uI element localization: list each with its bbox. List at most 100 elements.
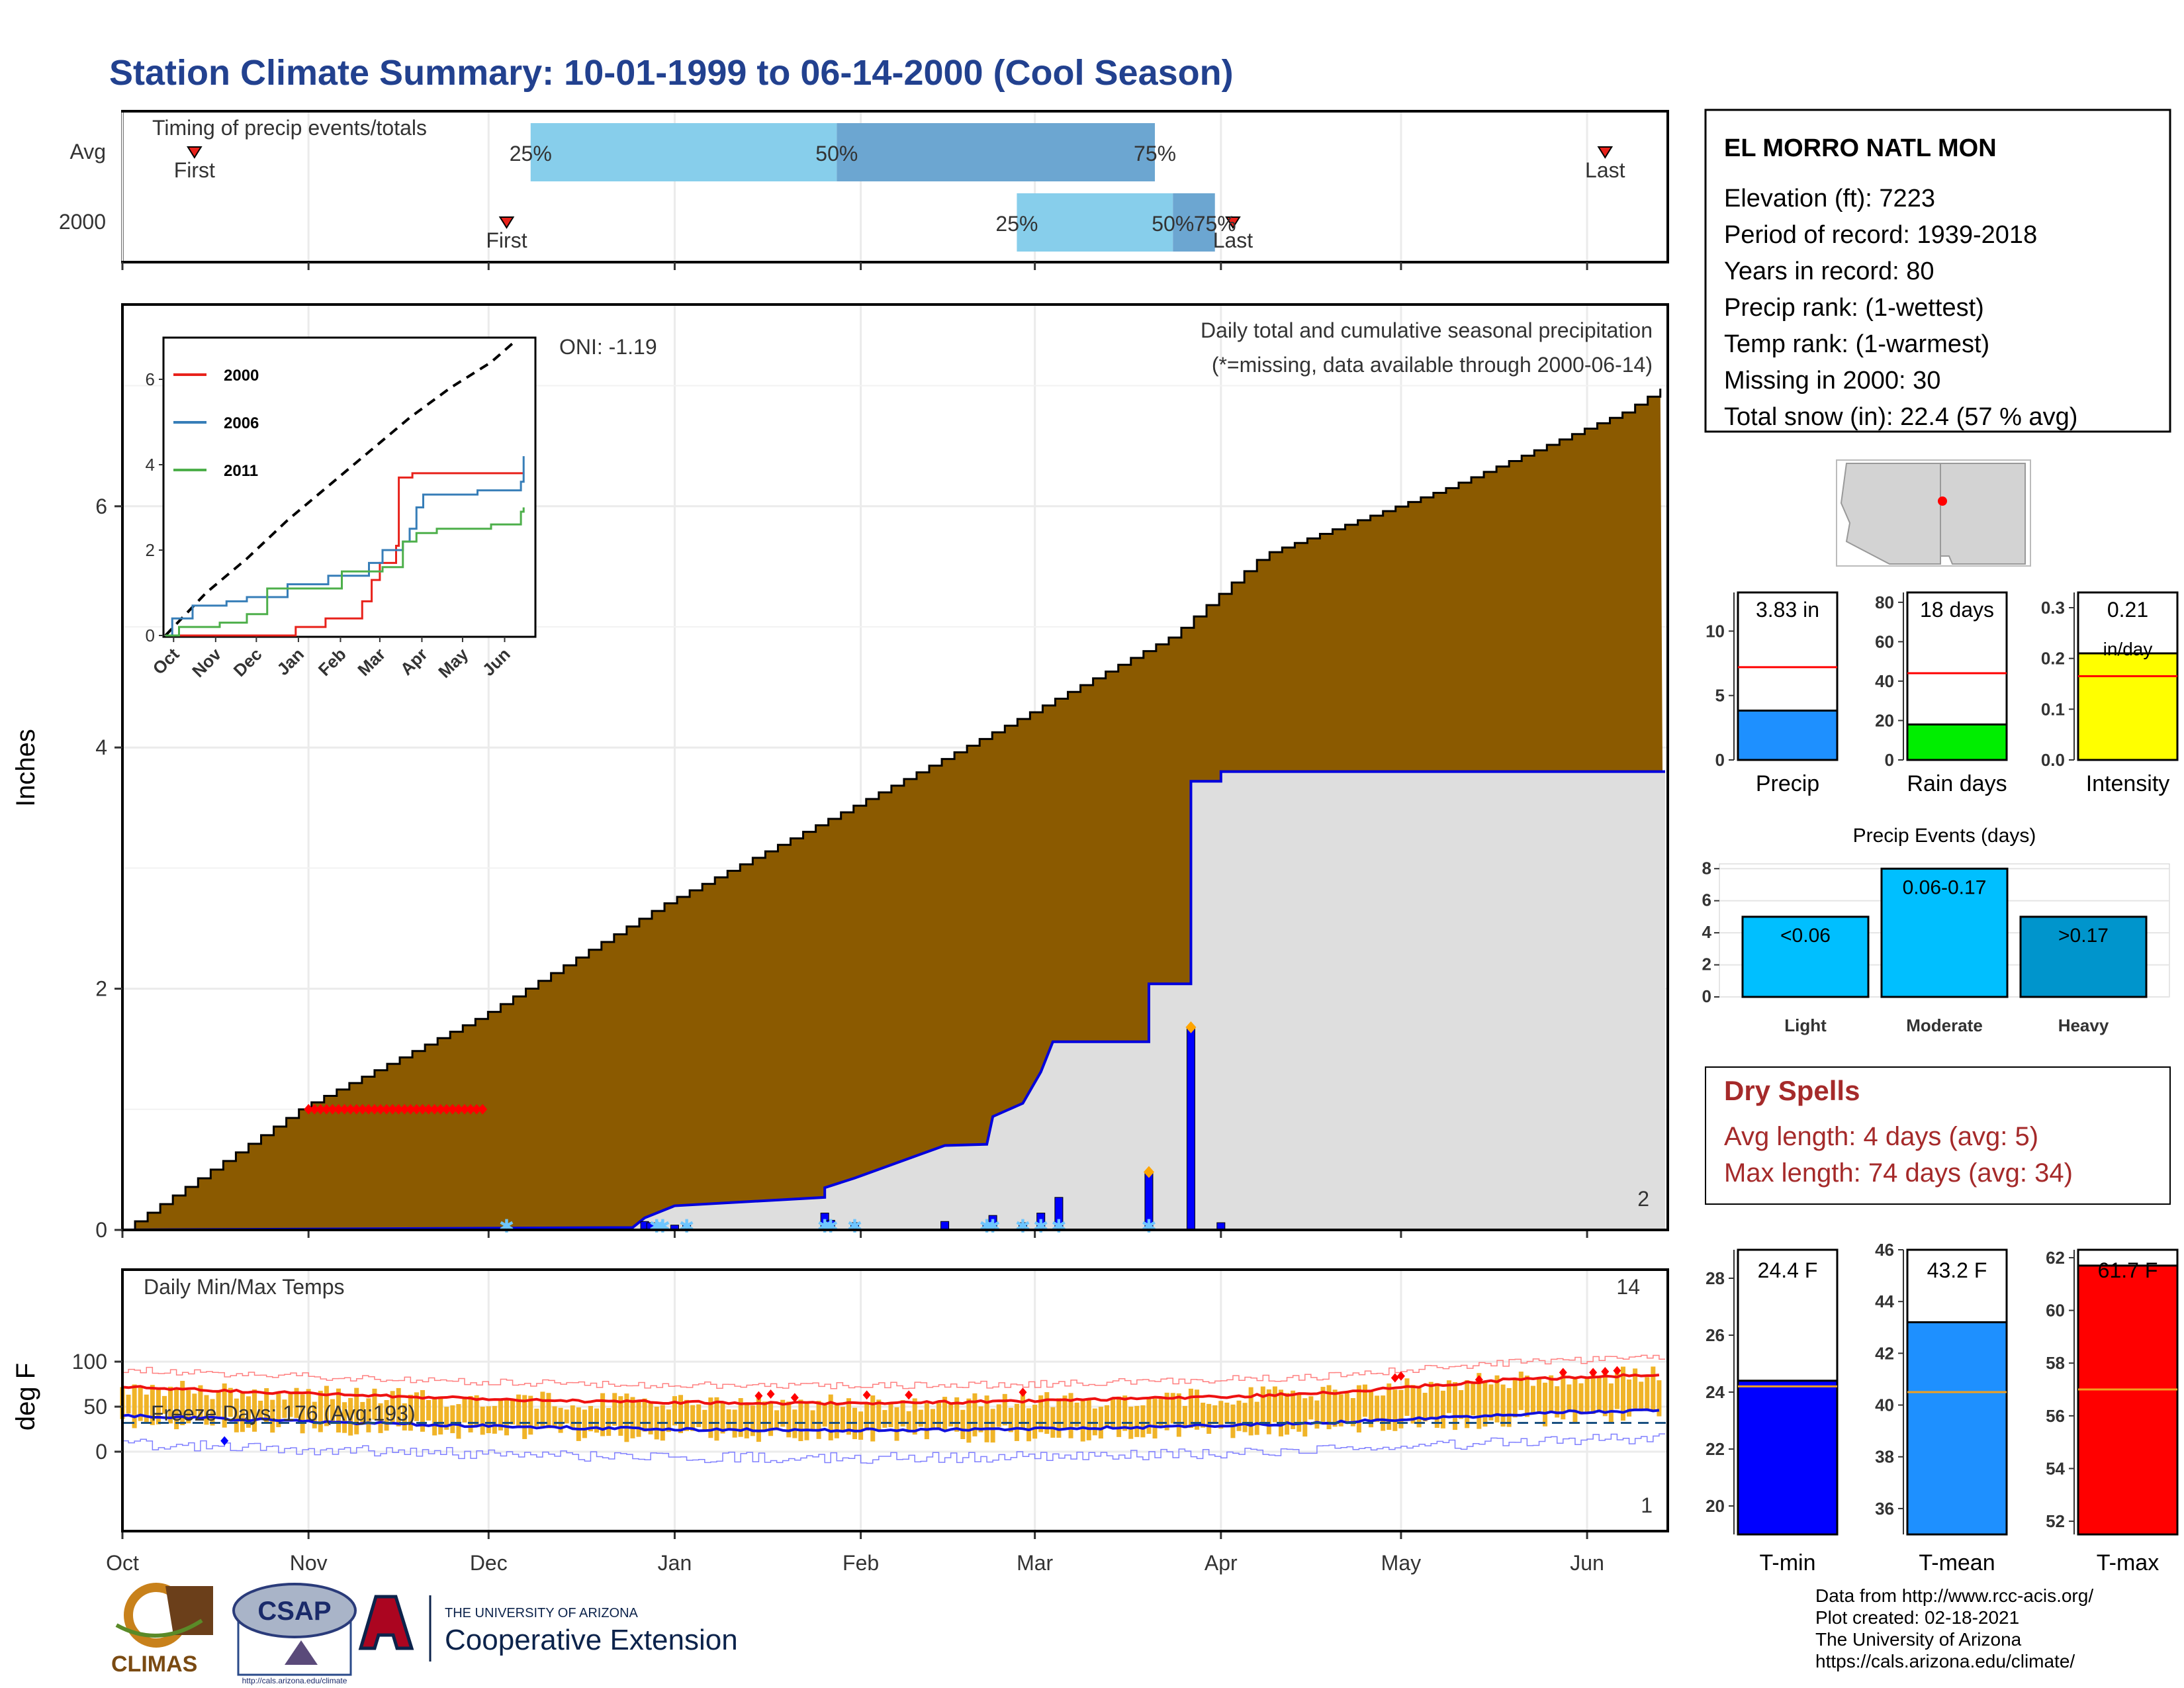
daily-temp-bar [924, 1403, 929, 1440]
daily-temp-bar [1134, 1405, 1140, 1437]
daily-temp-bar [1146, 1399, 1152, 1434]
missing-day-marker [435, 1103, 445, 1115]
daily-temp-bar [1369, 1389, 1374, 1428]
missing-day-marker [400, 1103, 410, 1115]
precip-events-chart: Precip Events (days) 0 2 4 6 8 <0.06 Light 0.06-… [1702, 825, 2170, 1035]
daily-temp-bar [126, 1394, 131, 1414]
daily-temp-bar [180, 1381, 185, 1426]
daily-temp-bar [1381, 1395, 1386, 1431]
daily-temp-bar [276, 1393, 281, 1428]
daily-temp-bar [1111, 1397, 1116, 1428]
daily-temp-bar [624, 1393, 629, 1442]
daily-temp-bar [1140, 1405, 1146, 1438]
temps-x-tick-label: Oct [106, 1551, 139, 1575]
daily-temp-bar [1350, 1398, 1355, 1427]
daily-temp-bar [1279, 1389, 1284, 1436]
daily-temp-bar [684, 1399, 690, 1431]
daily-temp-bar [1056, 1398, 1062, 1438]
daily-temp-bar [1392, 1389, 1398, 1431]
daily-temp-bar [1602, 1371, 1608, 1417]
temp-bar-tick-label: 20 [1706, 1496, 1725, 1516]
temp-bar-tick-label: 56 [2046, 1406, 2065, 1426]
daily-temp-bar [690, 1405, 696, 1431]
events-bar-label: <0.06 [1780, 925, 1831, 947]
snow-day-marker: ✱ [847, 1216, 862, 1237]
yr-q75-label: 75% [1194, 212, 1236, 236]
daily-temp-bar [1206, 1403, 1212, 1434]
avg-first-marker [187, 146, 203, 159]
dry-spells-title: Dry Spells [1724, 1075, 1860, 1106]
daily-temp-bar [600, 1393, 606, 1436]
missing-day-marker [412, 1103, 422, 1115]
daily-temp-bar [390, 1391, 395, 1425]
csap-url: http://cals.arizona.edu/climate [242, 1676, 347, 1685]
missing-day-marker [441, 1103, 451, 1115]
daily-temp-bar [792, 1409, 797, 1438]
daily-temp-bar [966, 1398, 972, 1443]
record-high-marker [1390, 1373, 1399, 1383]
footer-line: The University of Arizona [1815, 1629, 2022, 1650]
mini-bar-value-label: 18 days [1920, 598, 1994, 622]
temps-x-tick-label: Feb [842, 1551, 879, 1575]
daily-temp-bar [354, 1387, 359, 1434]
daily-temp-bar [1302, 1398, 1308, 1437]
daily-temp-bar [888, 1402, 893, 1428]
daily-temp-bar [468, 1395, 473, 1432]
daily-temp-bar [1062, 1395, 1068, 1429]
daily-temp-bar [360, 1401, 365, 1424]
mini-bar-unit-label: in/day [2103, 639, 2153, 659]
mini-bar-tick-label: 60 [1875, 632, 1894, 651]
station-location-dot [1938, 496, 1947, 506]
snow-day-marker: ✱ [1141, 1216, 1156, 1237]
daily-temp-bar [1116, 1396, 1122, 1437]
daily-temp-bar [1158, 1398, 1163, 1428]
daily-temp-bar [696, 1404, 702, 1427]
climas-logo: CLIMAS [111, 1583, 213, 1677]
daily-temp-bar [1242, 1403, 1248, 1432]
ua-big-text: Cooperative Extension [445, 1624, 738, 1656]
csap-logo: CSAP http://cals.arizona.edu/climate [232, 1583, 357, 1685]
daily-temp-bar [708, 1397, 713, 1438]
station-info-line: Years in record: 80 [1724, 258, 1934, 285]
record-high-marker [1613, 1366, 1621, 1376]
daily-temp-bar [336, 1388, 341, 1433]
daily-temp-bar [198, 1385, 203, 1421]
daily-temp-bar [756, 1394, 761, 1442]
daily-temp-bar [138, 1386, 143, 1421]
daily-temp-bar [492, 1405, 497, 1434]
yr-q50-label: 50% [1152, 212, 1194, 236]
footer-line: https://cals.arizona.edu/climate/ [1815, 1651, 2075, 1671]
daily-temp-bar [480, 1407, 485, 1435]
missing-day-marker [340, 1103, 349, 1115]
daily-temp-bar [798, 1399, 803, 1442]
daily-temp-bar [1633, 1368, 1638, 1409]
record-low-line [122, 1425, 1665, 1464]
missing-day-marker [363, 1103, 373, 1115]
mini-bar-value [1906, 723, 2008, 761]
daily-temp-bar [1254, 1401, 1259, 1435]
daily-temp-bar [774, 1410, 780, 1430]
temp-bar-label: T-mean [1919, 1550, 1995, 1575]
avg-cumulative-line [122, 389, 1662, 1231]
timing-panel: Timing of precip events/totals Avg 2000 … [59, 110, 1669, 270]
daily-temp-bar [948, 1403, 954, 1427]
daily-temp-bar [270, 1399, 275, 1433]
daily-temp-bar [132, 1384, 137, 1429]
temp-bar-tick-label: 36 [1875, 1499, 1894, 1519]
new-mexico-shape [1940, 463, 2026, 565]
temp-bar-value-label: 61.7 F [2098, 1258, 2158, 1282]
daily-temp-bar [912, 1398, 917, 1435]
inset-y-tick-label: 2 [146, 540, 155, 560]
missing-day-marker [376, 1103, 386, 1115]
daily-temp-bar [1332, 1389, 1338, 1427]
daily-temp-bar [1494, 1375, 1500, 1423]
station-info-line: Elevation (ft): 7223 [1724, 185, 1935, 212]
daily-temp-bar [1555, 1386, 1560, 1418]
temps-x-tick-label: Mar [1017, 1551, 1053, 1575]
record-high-marker [862, 1390, 871, 1400]
daily-temp-bar [858, 1411, 864, 1440]
daily-temp-bar [1032, 1405, 1038, 1439]
daily-temp-bar [1512, 1380, 1518, 1418]
daily-temp-bar [1440, 1390, 1445, 1429]
